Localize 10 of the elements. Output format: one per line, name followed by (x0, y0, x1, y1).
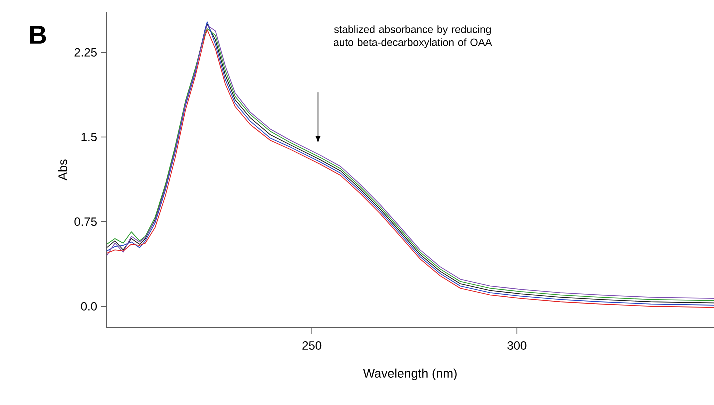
x-axis-title: Wavelength (nm) (363, 368, 457, 380)
y-tick-label: 0.75 (74, 218, 97, 226)
text: B (30, 26, 46, 44)
y-tick-label: 2.25 (74, 48, 97, 57)
y-tick-label: 1.5 (82, 133, 97, 142)
annotation: stablized absorbance by reducing auto beta-decarboxylation of OAA (334, 26, 492, 48)
y-axis-title: Abs (58, 160, 68, 181)
y-tick-label: 0.0 (81, 302, 98, 311)
x-tick-label: 250 (302, 342, 322, 350)
x-tick-label: 300 (508, 342, 527, 350)
